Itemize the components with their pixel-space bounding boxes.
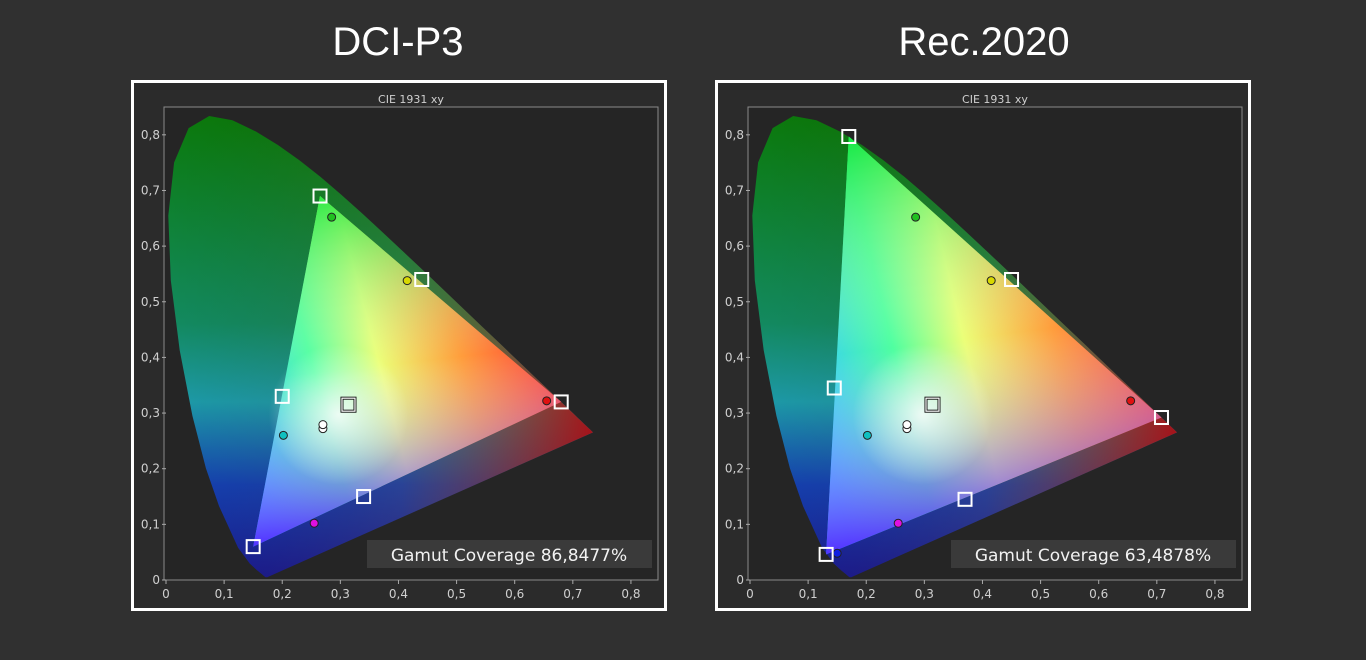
chart-frame-dci-p3: CIE 1931 xy 0 0,1 0,2 0,3 0,4 0,5 0,6 0,7 0,8 0 0,1…: [131, 80, 667, 611]
measured-point: [911, 212, 921, 222]
measured-point: [278, 430, 288, 440]
x-tick-label: 0,7: [1147, 587, 1166, 601]
coverage-box: [951, 540, 1236, 568]
chart-subtitle: CIE 1931 xy: [962, 93, 1028, 106]
x-tick-label: 0,8: [1205, 587, 1224, 601]
x-tick-label: 0,5: [1031, 587, 1050, 601]
target-square: [245, 539, 261, 555]
measured-point: [893, 518, 903, 528]
y-tick-label: 0,7: [141, 183, 160, 197]
y-tick-label: 0,6: [141, 239, 160, 253]
y-tick-label: 0,8: [725, 128, 744, 142]
measured-point: [902, 420, 912, 430]
x-tick-label: 0,1: [215, 587, 234, 601]
target-square: [274, 388, 290, 404]
y-tick-label: 0,3: [725, 406, 744, 420]
chart-subtitle: CIE 1931 xy: [378, 93, 444, 106]
x-tick-label: 0,6: [1089, 587, 1108, 601]
target-white-square: [341, 397, 356, 412]
chart-title-rec2020: Rec.2020: [898, 20, 1070, 64]
x-tick-label: 0,2: [857, 587, 876, 601]
coverage-label: Gamut Coverage 63,4878%: [975, 546, 1211, 566]
x-tick-label: 0,3: [915, 587, 934, 601]
y-tick-label: 0,4: [141, 350, 160, 364]
y-tick-label: 0,5: [725, 295, 744, 309]
measured-point: [327, 212, 337, 222]
y-tick-label: 0: [736, 573, 744, 587]
target-square: [818, 546, 834, 562]
x-tick-label: 0,4: [973, 587, 992, 601]
target-square: [1004, 272, 1020, 288]
measured-point: [542, 396, 552, 406]
measured-point: [318, 420, 328, 430]
y-tick-label: 0,2: [141, 462, 160, 476]
measured-point: [862, 430, 872, 440]
y-tick-label: 0,8: [141, 128, 160, 142]
x-tick-label: 0: [162, 587, 170, 601]
y-tick-label: 0,6: [725, 239, 744, 253]
target-square: [553, 394, 569, 410]
y-tick-label: 0,1: [725, 517, 744, 531]
target-white-square: [925, 397, 940, 412]
target-square: [312, 188, 328, 204]
measured-point: [309, 518, 319, 528]
target-square: [356, 489, 372, 505]
x-tick-label: 0,2: [273, 587, 292, 601]
measured-point: [832, 548, 842, 558]
y-tick-label: 0,4: [725, 350, 744, 364]
white-point-glow: [852, 344, 993, 485]
coverage-box: [367, 540, 652, 568]
y-tick-label: 0,7: [725, 183, 744, 197]
y-tick-label: 0,5: [141, 295, 160, 309]
y-tick-label: 0,1: [141, 517, 160, 531]
measured-point: [1126, 396, 1136, 406]
coverage-label: Gamut Coverage 86,8477%: [391, 546, 627, 566]
measured-point: [986, 276, 996, 286]
y-tick-label: 0: [152, 573, 160, 587]
white-point-glow: [268, 344, 409, 485]
x-tick-label: 0,4: [389, 587, 408, 601]
target-square: [414, 272, 430, 288]
x-tick-label: 0,5: [447, 587, 466, 601]
x-tick-label: 0,1: [799, 587, 818, 601]
chart-canvas-rec2020: CIE 1931 xy 0 0,1 0,2 0,3 0,4 0,5 0,6 0,7 0,8 0 0,1…: [725, 93, 1243, 601]
target-square: [826, 380, 842, 396]
x-tick-label: 0: [746, 587, 754, 601]
y-tick-label: 0,2: [725, 462, 744, 476]
target-square: [841, 128, 857, 144]
chart-frame-rec2020: CIE 1931 xy 0 0,1 0,2 0,3 0,4 0,5 0,6 0,7 0,8 0 0,1…: [715, 80, 1251, 611]
x-tick-label: 0,8: [621, 587, 640, 601]
x-tick-label: 0,3: [331, 587, 350, 601]
measured-point: [402, 276, 412, 286]
target-square: [1153, 410, 1169, 426]
target-square: [957, 491, 973, 507]
chart-canvas-dci-p3: CIE 1931 xy 0 0,1 0,2 0,3 0,4 0,5 0,6 0,7 0,8 0 0,1…: [141, 93, 659, 601]
y-tick-label: 0,3: [141, 406, 160, 420]
x-tick-label: 0,6: [505, 587, 524, 601]
chart-title-dci-p3: DCI-P3: [332, 20, 464, 64]
x-tick-label: 0,7: [563, 587, 582, 601]
